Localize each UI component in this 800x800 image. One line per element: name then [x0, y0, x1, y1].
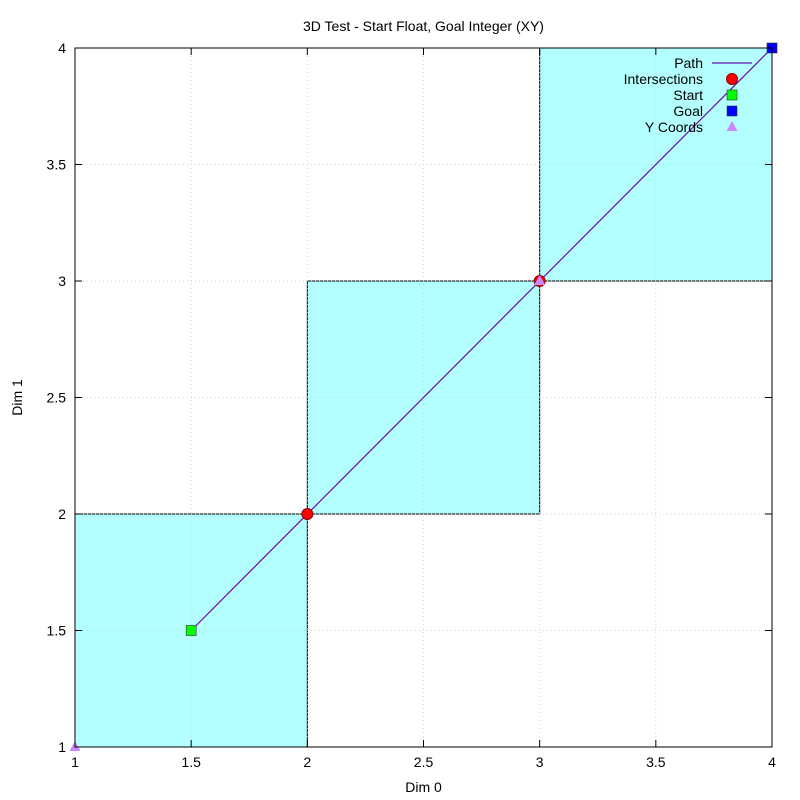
x-tick-label: 2.5 [414, 754, 434, 770]
x-tick-label: 3 [536, 754, 544, 770]
y-tick-label: 1 [58, 739, 66, 755]
y-tick-label: 3.5 [47, 157, 67, 173]
legend-label-intersections: Intersections [624, 71, 703, 87]
x-tick-label: 2 [303, 754, 311, 770]
x-tick-label: 4 [768, 754, 776, 770]
x-tick-label: 1 [71, 754, 79, 770]
y-tick-label: 2 [58, 506, 66, 522]
plot-frame [74, 47, 773, 748]
path-line [190, 47, 773, 631]
legend-swatch-y-coords [726, 121, 738, 131]
intersections-marker [301, 508, 314, 520]
ticks-layer: 1 1.5 2 2.5 3 3.5 4 1 1.5 2 2.5 3 3.5 4 [47, 40, 777, 770]
legend-swatch-start [726, 89, 738, 101]
y-coords-marker [534, 275, 546, 285]
legend-label-y-coords: Y Coords [645, 119, 703, 135]
legend-label-start: Start [673, 87, 703, 103]
x-axis-label: Dim 0 [405, 779, 442, 795]
y-tick-label: 1.5 [47, 623, 67, 639]
chart-title: 3D Test - Start Float, Goal Integer (XY) [303, 18, 544, 34]
y-axis-label: Dim 1 [9, 379, 25, 416]
legend-label-path: Path [674, 55, 703, 71]
start-marker [185, 625, 197, 636]
legend-swatch-goal [726, 105, 738, 117]
y-tick-label: 2.5 [47, 390, 67, 406]
legend-swatch-intersections [726, 73, 738, 85]
x-tick-label: 1.5 [181, 754, 201, 770]
y-tick-label: 3 [58, 273, 66, 289]
x-tick-label: 3.5 [646, 754, 666, 770]
legend-label-goal: Goal [673, 103, 703, 119]
y-tick-label: 4 [58, 40, 66, 56]
